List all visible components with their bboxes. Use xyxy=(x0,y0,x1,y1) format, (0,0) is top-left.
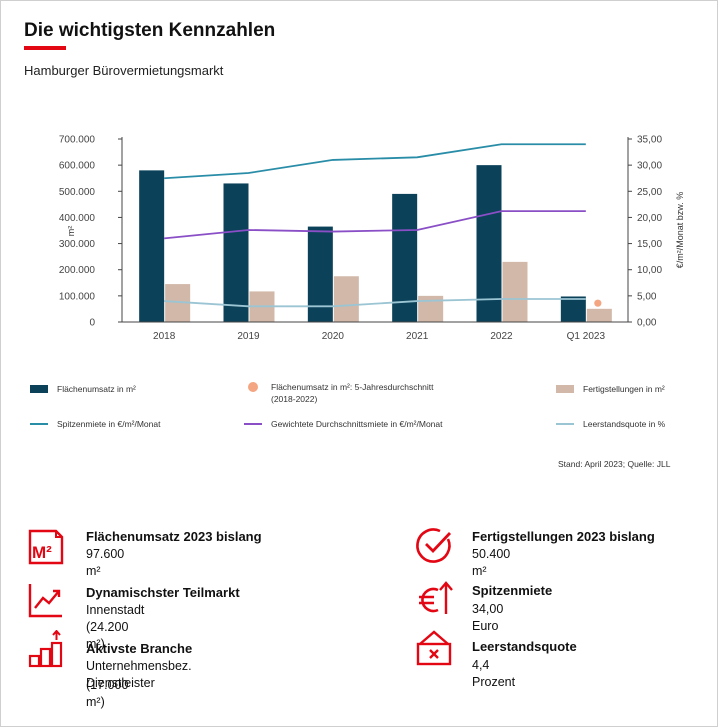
kpi-value: 34,00 Euro xyxy=(472,602,504,633)
kpi-value: Innenstadt (24.200 m²) xyxy=(86,603,145,651)
avg-point xyxy=(594,299,602,307)
y-tick-label: 200.000 xyxy=(59,265,96,276)
euro-up-icon xyxy=(419,581,453,614)
bar-fertigstellungen xyxy=(586,308,612,322)
svg-text:M²: M² xyxy=(32,543,52,562)
kpi-value: 4,4 Prozent xyxy=(472,658,516,689)
x-tick-label: 2020 xyxy=(322,331,345,342)
bar-flaechenumsatz xyxy=(560,296,586,322)
y-tick-label: 100.000 xyxy=(59,291,96,302)
legend-flaechenumsatz-swatch xyxy=(30,385,48,393)
check-circle-icon xyxy=(416,528,452,563)
x-tick-label: 2019 xyxy=(237,331,260,342)
y2-tick-label: 20,00 xyxy=(637,213,662,224)
kpi-label: Leerstandsquote xyxy=(472,639,577,654)
kpi-label: Aktivste Branche xyxy=(86,641,193,656)
bar-flaechenumsatz xyxy=(139,170,165,322)
series-line-0 xyxy=(164,143,586,180)
y2-tick-label: 10,00 xyxy=(637,265,662,276)
legend-fertigstellungen-label: Fertigstellungen in m² xyxy=(583,384,665,394)
page-subtitle: Hamburger Bürovermietungsmarkt xyxy=(24,63,224,78)
kpi-label: Fertigstellungen 2023 bislang xyxy=(472,529,655,544)
x-tick-label: 2018 xyxy=(153,331,176,342)
bar-flaechenumsatz xyxy=(476,165,502,322)
legend-avg-label: Flächenumsatz in m²: 5-Jahresdurchschnit… xyxy=(271,382,434,392)
chart: 0 100.000 200.000 300.000 400.000 500.000 600.… xyxy=(30,135,685,429)
bar-flaechenumsatz xyxy=(307,226,333,322)
bar-steps-icon xyxy=(28,630,63,668)
source-note: Stand: April 2023; Quelle: JLL xyxy=(558,459,671,469)
title-accent-bar xyxy=(24,46,66,50)
kpi-label: Dynamischster Teilmarkt xyxy=(86,585,240,600)
kpi-label: Spitzenmiete xyxy=(472,583,553,598)
series-lines xyxy=(164,143,602,308)
y2-axis-label: €/m²/Monat bzw. % xyxy=(675,192,685,269)
kpi-value: Unternehmensbez. Dienstleister xyxy=(86,659,192,690)
y-tick-label: 300.000 xyxy=(59,239,96,250)
bars xyxy=(139,165,612,322)
bar-fertigstellungen xyxy=(333,276,359,322)
legend-avg-swatch xyxy=(248,382,258,392)
y2-tick-label: 5,00 xyxy=(637,291,657,302)
y-tick-label: 400.000 xyxy=(59,213,96,224)
y2-tick-label: 25,00 xyxy=(637,187,662,198)
legend: Flächenumsatz in m² Flächenumsatz in m²: … xyxy=(30,382,666,429)
legend-spitzenmiete-label: Spitzenmiete in €/m²/Monat xyxy=(57,419,161,429)
vacancy-sign-icon xyxy=(416,630,452,666)
x-tick-label: 2022 xyxy=(490,331,513,342)
x-tick-label: Q1 2023 xyxy=(567,331,606,342)
y2-tick-label: 30,00 xyxy=(637,161,662,172)
page-title: Die wichtigsten Kennzahlen xyxy=(24,20,276,41)
m2-icon: M² xyxy=(28,529,64,565)
legend-flaechenumsatz-label: Flächenumsatz in m² xyxy=(57,384,136,394)
y-axis-label: m² xyxy=(66,226,76,237)
trend-chart-icon xyxy=(28,584,62,618)
y2-tick-label: 35,00 xyxy=(637,135,662,146)
y2-tick-label: 0,00 xyxy=(637,318,657,329)
y-tick-label: 700.000 xyxy=(59,135,96,146)
legend-durchschnittsmiete-label: Gewichtete Durchschnittsmiete in €/m²/Mo… xyxy=(271,419,443,429)
kpi-label: Flächenumsatz 2023 bislang xyxy=(86,529,262,544)
series-line-2 xyxy=(164,298,586,308)
kpi-value-2: (17.000 m²) xyxy=(86,678,129,709)
x-tick-label: 2021 xyxy=(406,331,429,342)
y2-tick-label: 15,00 xyxy=(637,239,662,250)
bar-flaechenumsatz xyxy=(223,183,249,322)
kpi-value: 97.600 m² xyxy=(86,547,125,578)
series-line-1 xyxy=(164,210,586,240)
legend-leerstandsquote-label: Leerstandsquote in % xyxy=(583,419,666,429)
axes: 0 100.000 200.000 300.000 400.000 500.000 600.… xyxy=(59,135,685,343)
y-tick-label: 500.000 xyxy=(59,187,96,198)
y-tick-label: 600.000 xyxy=(59,161,96,172)
kpi-value: 50.400 m² xyxy=(472,547,511,578)
bar-fertigstellungen xyxy=(502,261,528,322)
legend-avg-label-2: (2018-2022) xyxy=(271,394,317,404)
y-tick-label: 0 xyxy=(89,318,95,329)
legend-fertigstellungen-swatch xyxy=(556,385,574,393)
